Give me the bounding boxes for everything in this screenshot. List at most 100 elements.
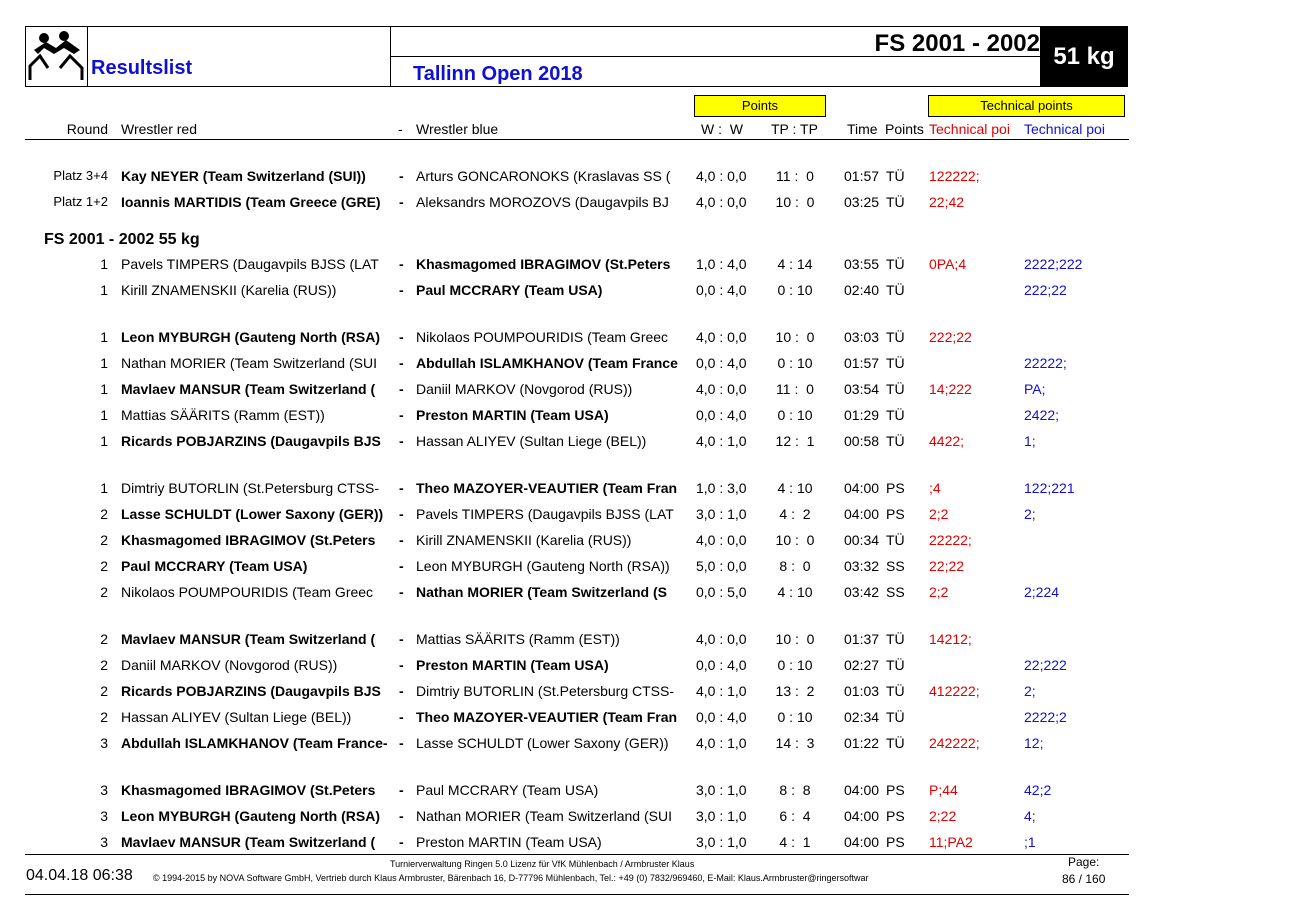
round: 2 <box>100 709 108 725</box>
tech-red: 222;22 <box>929 329 972 345</box>
tech-points: 4 : 10 <box>777 480 813 496</box>
tech-red: 4422; <box>929 433 965 449</box>
tech-blue: 1; <box>1024 433 1036 449</box>
wins: 4,0 : 0,0 <box>696 381 747 397</box>
wins: 3,0 : 1,0 <box>696 834 747 850</box>
separator: - <box>399 282 404 298</box>
license: Turnierverwaltung Ringen 5.0 Lizenz für … <box>390 859 695 869</box>
wrestler-red: Leon MYBURGH (Gauteng North (RSA) <box>121 329 380 345</box>
tech-points: 13 : 2 <box>775 683 815 699</box>
separator: - <box>399 683 404 699</box>
round: 2 <box>100 558 108 574</box>
match-row: Platz 1+2 Ioannis MARTIDIS (Team Greece (… <box>0 189 1293 215</box>
wins: 4,0 : 1,0 <box>696 433 747 449</box>
col-tech-red: Technical poi <box>929 121 1010 137</box>
separator: - <box>399 558 404 574</box>
points-label: Points <box>694 95 826 117</box>
wrestler-red: Ricards POBJARZINS (Daugavpils BJS <box>121 433 381 449</box>
time: 02:27 <box>844 657 880 673</box>
tech-points: 14 : 3 <box>775 735 815 751</box>
wrestler-blue: Arturs GONCARONOKS (Kraslavas SS ( <box>416 168 671 184</box>
tech-points: 10 : 0 <box>775 532 815 548</box>
wrestler-blue: Preston MARTIN (Team USA) <box>416 407 609 423</box>
tech-red: P;44 <box>929 782 958 798</box>
tech-points: 8 : 8 <box>779 782 811 798</box>
rule <box>25 26 26 87</box>
round: 1 <box>100 256 108 272</box>
tech-blue: 12; <box>1024 735 1044 751</box>
match-row: 3 Abdullah ISLAMKHANOV (Team France- - Lass… <box>0 730 1293 756</box>
separator: - <box>399 194 404 210</box>
time: 01:57 <box>844 355 880 371</box>
rule <box>25 26 1040 27</box>
tech-points: 0 : 10 <box>777 355 813 371</box>
match-row: 1 Pavels TIMPERS (Daugavpils BJSS (LAT - Kh… <box>0 251 1293 277</box>
wrestler-red: Mavlaev MANSUR (Team Switzerland ( <box>121 834 376 850</box>
time: 01:29 <box>844 407 880 423</box>
wins: 5,0 : 0,0 <box>696 558 747 574</box>
print-date: 04.04.18 06:38 <box>26 867 133 884</box>
wrestler-blue: Abdullah ISLAMKHANOV (Team France <box>416 355 678 371</box>
match-group: Platz 3+4 Kay NEYER (Team Switzerland (SU… <box>0 163 1293 215</box>
separator: - <box>399 657 404 673</box>
win-type: PS <box>886 834 905 850</box>
wrestler-blue: Nikolaos POUMPOURIDIS (Team Greec <box>416 329 669 345</box>
match-row: 2 Nikolaos POUMPOURIDIS (Team Greec - Natha… <box>0 579 1293 605</box>
match-group: 2 Mavlaev MANSUR (Team Switzerland (- Matt… <box>0 626 1293 756</box>
wrestler-blue: Paul MCCRARY (Team USA) <box>416 782 599 798</box>
wins: 4,0 : 0,0 <box>696 194 747 210</box>
tech-red: 2;2 <box>929 584 949 600</box>
time: 00:34 <box>844 532 880 548</box>
wrestler-red: Mattias SÄÄRITS (Ramm (EST)) <box>121 407 325 423</box>
wrestler-blue: Theo MAZOYER-VEAUTIER (Team Fran <box>416 709 678 725</box>
wrestler-blue: Leon MYBURGH (Gauteng North (RSA)) <box>416 558 670 574</box>
win-type: TÜ <box>886 709 905 725</box>
col-sep: - <box>398 121 403 137</box>
tech-points: 8 : 0 <box>779 558 811 574</box>
tech-red: 122222; <box>929 168 980 184</box>
tech-blue: 2222;2 <box>1024 709 1067 725</box>
win-type: TÜ <box>886 194 905 210</box>
rule <box>25 894 1129 895</box>
tech-red: 2;22 <box>929 808 957 824</box>
tech-red: 11;PA2 <box>929 834 973 850</box>
wrestler-red: Dimtriy BUTORLIN (St.Petersburg CTSS- <box>121 480 380 496</box>
round: 1 <box>100 355 108 371</box>
time: 01:22 <box>844 735 880 751</box>
separator: - <box>399 834 404 850</box>
rule <box>87 26 88 87</box>
wins: 4,0 : 0,0 <box>696 168 747 184</box>
round: 1 <box>100 282 108 298</box>
tech-blue: 2; <box>1024 506 1036 522</box>
wins: 4,0 : 1,0 <box>696 735 747 751</box>
tech-points: 4 : 1 <box>779 834 811 850</box>
tech-red: 242222; <box>929 735 980 751</box>
wrestler-red: Mavlaev MANSUR (Team Switzerland ( <box>121 381 376 397</box>
wrestler-red: Daniil MARKOV (Novgorod (RUS)) <box>121 657 338 673</box>
col-points: Points <box>885 121 924 137</box>
tech-points: 4 : 14 <box>777 256 813 272</box>
wrestler-red: Leon MYBURGH (Gauteng North (RSA) <box>121 808 380 824</box>
tech-points: 11 : 0 <box>776 381 814 397</box>
col-round: Round <box>66 121 108 137</box>
match-row: 1 Mavlaev MANSUR (Team Switzerland (- Dani… <box>0 376 1293 402</box>
weight: 51 kg <box>1040 26 1128 87</box>
tech-red: ;4 <box>929 480 941 496</box>
tech-blue: 4; <box>1024 808 1036 824</box>
results: Platz 3+4 Kay NEYER (Team Switzerland (SU… <box>0 163 1293 855</box>
win-type: SS <box>886 558 905 574</box>
copyright: © 1994-2015 by NOVA Software GmbH, Vertr… <box>153 873 869 883</box>
match-row: 1 Kirill ZNAMENSKII (Karelia (RUS)) - Paul … <box>0 277 1293 303</box>
col-tp: TP : TP <box>771 121 818 137</box>
wrestler-red: Kay NEYER (Team Switzerland (SUI)) <box>121 168 366 184</box>
wrestler-red: Nikolaos POUMPOURIDIS (Team Greec <box>121 584 374 600</box>
time: 04:00 <box>844 808 880 824</box>
round: Platz 1+2 <box>53 194 108 209</box>
win-type: TÜ <box>886 282 905 298</box>
logo <box>28 31 84 80</box>
round: 2 <box>100 532 108 548</box>
tech-points: 0 : 10 <box>777 709 813 725</box>
wrestler-red: Ioannis MARTIDIS (Team Greece (GRE) <box>121 194 381 210</box>
round: 1 <box>100 407 108 423</box>
time: 04:00 <box>844 480 880 496</box>
